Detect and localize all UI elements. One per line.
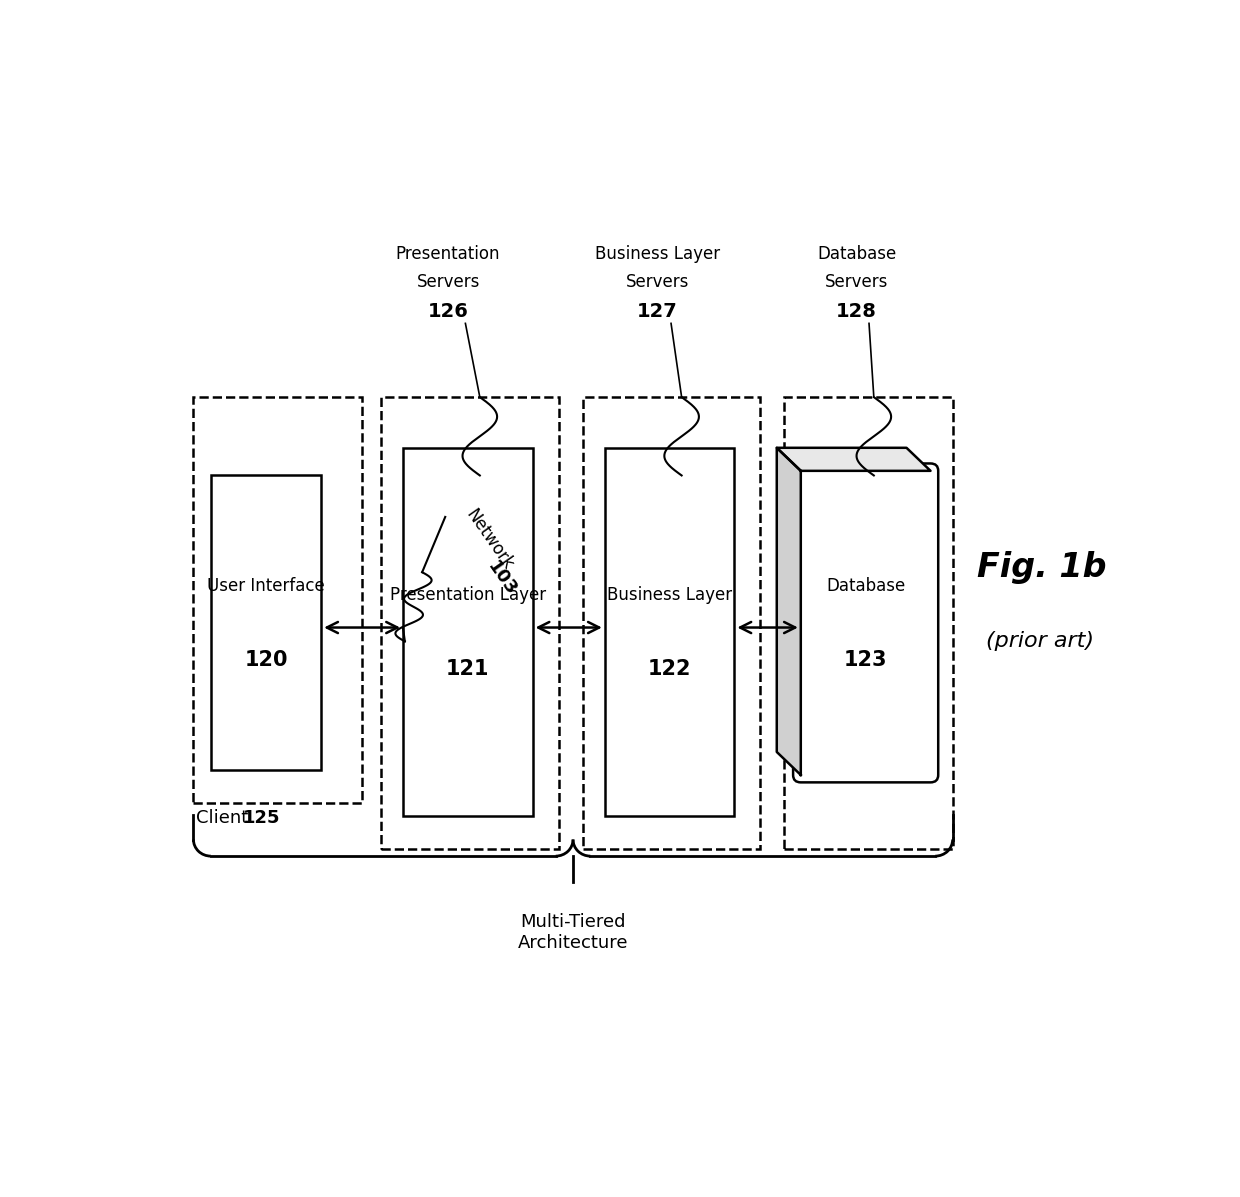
Text: Client: Client bbox=[196, 809, 248, 827]
Text: 128: 128 bbox=[836, 302, 877, 321]
Text: Database: Database bbox=[817, 245, 897, 263]
Bar bbox=[381, 397, 558, 849]
Text: Business Layer: Business Layer bbox=[595, 245, 720, 263]
Text: 122: 122 bbox=[647, 660, 692, 679]
FancyBboxPatch shape bbox=[794, 463, 939, 783]
Text: Multi-Tiered
Architecture: Multi-Tiered Architecture bbox=[518, 913, 629, 952]
Text: 103: 103 bbox=[484, 558, 520, 600]
Text: Presentation: Presentation bbox=[396, 245, 501, 263]
Text: Servers: Servers bbox=[417, 273, 480, 291]
Text: 125: 125 bbox=[243, 809, 280, 827]
Text: Fig. 1b: Fig. 1b bbox=[977, 551, 1106, 584]
Text: Database: Database bbox=[826, 577, 905, 595]
Text: User Interface: User Interface bbox=[207, 577, 325, 595]
Bar bbox=[211, 475, 321, 771]
Text: Servers: Servers bbox=[626, 273, 689, 291]
Text: Business Layer: Business Layer bbox=[608, 587, 732, 604]
Bar bbox=[193, 397, 362, 803]
Text: Servers: Servers bbox=[825, 273, 888, 291]
Polygon shape bbox=[776, 448, 930, 470]
Text: 121: 121 bbox=[446, 660, 490, 679]
Text: 127: 127 bbox=[637, 302, 678, 321]
Text: 120: 120 bbox=[244, 650, 288, 670]
Text: Presentation Layer: Presentation Layer bbox=[389, 587, 546, 604]
Bar bbox=[583, 397, 760, 849]
Text: 123: 123 bbox=[844, 650, 888, 670]
Polygon shape bbox=[776, 448, 801, 774]
Bar bbox=[605, 448, 734, 816]
Text: 126: 126 bbox=[428, 302, 469, 321]
Bar bbox=[785, 397, 952, 849]
Text: Network: Network bbox=[463, 506, 517, 573]
Text: (prior art): (prior art) bbox=[986, 631, 1094, 651]
Bar bbox=[403, 448, 533, 816]
